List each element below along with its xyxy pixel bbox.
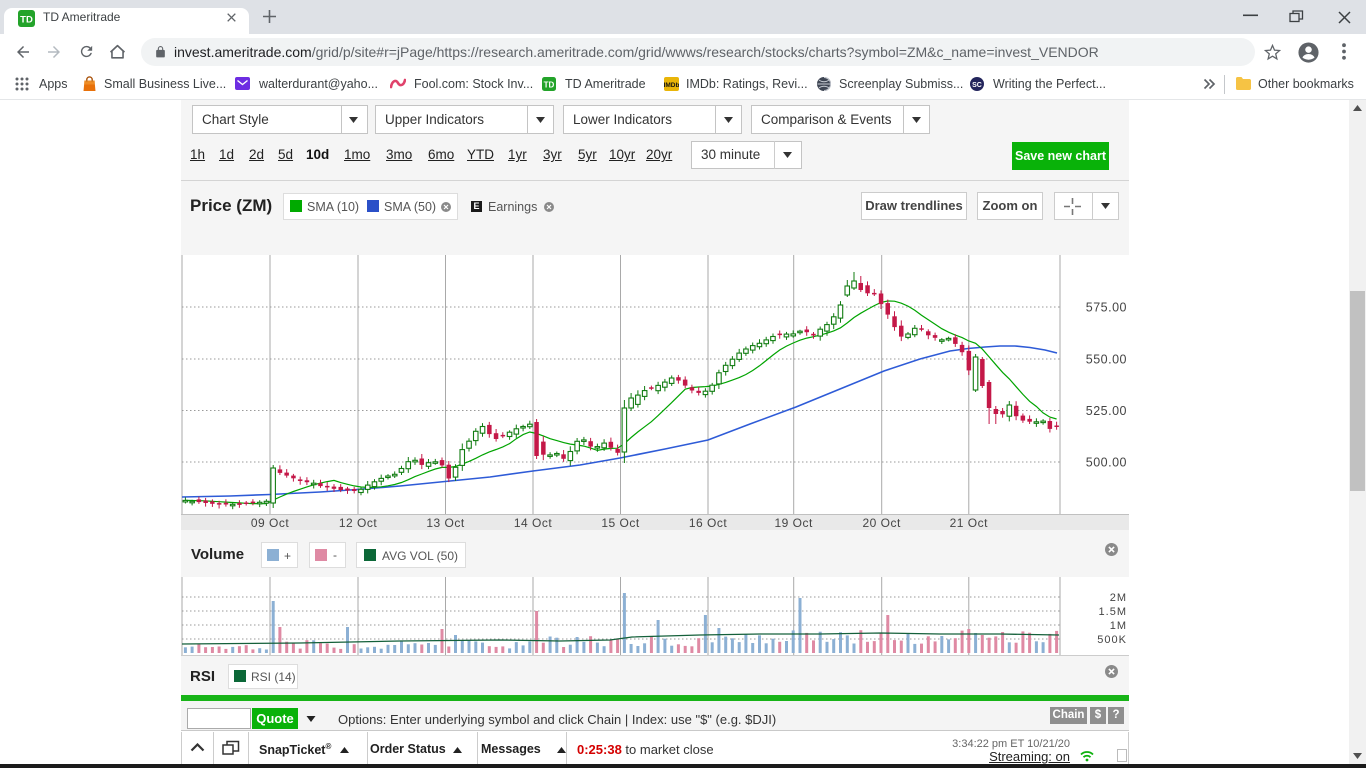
- svg-text:525.00: 525.00: [1086, 404, 1127, 418]
- svg-text:TD: TD: [20, 15, 33, 26]
- svg-text:575.00: 575.00: [1086, 301, 1127, 315]
- svg-text:TD: TD: [544, 81, 555, 90]
- svg-text:SC: SC: [972, 82, 982, 89]
- svg-text:2M: 2M: [1110, 592, 1127, 604]
- svg-text:1M: 1M: [1110, 620, 1127, 632]
- svg-text:500K: 500K: [1097, 634, 1127, 646]
- svg-text:IMDb: IMDb: [664, 82, 679, 89]
- svg-text:500.00: 500.00: [1086, 456, 1127, 470]
- svg-text:550.00: 550.00: [1086, 353, 1127, 367]
- svg-text:1.5M: 1.5M: [1099, 606, 1127, 618]
